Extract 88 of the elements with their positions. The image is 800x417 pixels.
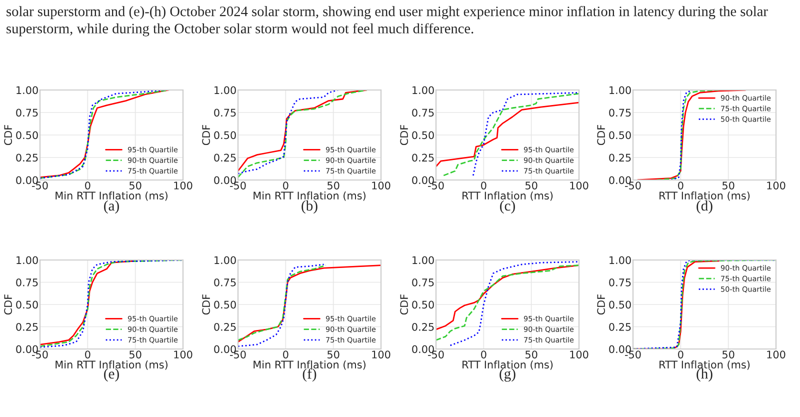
- x-tick-label: 100: [174, 350, 192, 358]
- y-tick-label: 1.00: [610, 86, 631, 94]
- line-series: [238, 264, 381, 343]
- x-axis-title: RTT Inflation (ms): [462, 191, 553, 201]
- line-series: [450, 261, 579, 346]
- y-tick-label: 0.75: [609, 108, 631, 117]
- text: (c): [500, 200, 515, 214]
- y-tick-label: 0.50: [412, 131, 434, 140]
- text: (f): [302, 368, 316, 382]
- y-axis-title: CDF: [597, 124, 606, 146]
- x-tick-label: 100: [174, 182, 192, 190]
- y-tick-label: 0.75: [214, 108, 236, 117]
- x-tick-label: 50: [526, 182, 538, 190]
- x-tick-label: 0: [678, 350, 684, 358]
- y-tick-label: 0.75: [16, 108, 38, 117]
- y-tick-label: 0.50: [214, 300, 236, 309]
- y-tick-label: 0.25: [609, 322, 631, 331]
- x-tick-label: 0: [283, 350, 288, 358]
- x-tick-label: 0: [481, 182, 486, 190]
- x-tick-label: 100: [570, 182, 588, 190]
- y-axis-title: CDF: [400, 124, 408, 146]
- x-tick-label: 100: [570, 350, 588, 358]
- y-tick-label: 1.00: [214, 256, 236, 264]
- text: (e): [104, 368, 119, 382]
- x-axis-title: Min RTT Inflation (ms): [56, 191, 168, 201]
- y-tick-label: 1.00: [610, 256, 631, 264]
- x-axis-title: RTT Inflation (ms): [660, 191, 750, 201]
- x-tick-label: 100: [372, 350, 390, 358]
- line-series: [436, 102, 579, 168]
- y-tick-label: 1.00: [412, 86, 434, 94]
- y-tick-label: 0.75: [214, 278, 236, 286]
- y-tick-label: 0.50: [214, 131, 236, 140]
- line-series: [472, 92, 579, 176]
- y-tick-label: 0.25: [412, 154, 434, 162]
- y-axis-title: CDF: [202, 124, 210, 146]
- text: (a): [104, 200, 119, 214]
- x-tick-label: 100: [767, 350, 786, 358]
- x-tick-label: 0: [85, 182, 90, 190]
- x-tick-label: 50: [328, 182, 340, 190]
- x-tick-label: 50: [130, 350, 142, 358]
- x-tick-label: 50: [722, 182, 734, 190]
- x-tick-label: 100: [372, 182, 390, 190]
- y-tick-label: 0.75: [412, 108, 434, 117]
- y-tick-label: 0.50: [609, 131, 631, 140]
- y-tick-label: 0.25: [16, 322, 38, 331]
- line-series: [442, 92, 579, 176]
- y-axis-title: CDF: [202, 294, 210, 315]
- y-tick-label: 0.75: [412, 278, 434, 286]
- x-tick-label: 0: [283, 182, 288, 190]
- x-tick-label: 100: [767, 182, 786, 190]
- x-axis-title: RTT Inflation (ms): [660, 360, 750, 370]
- line-series: [656, 90, 720, 180]
- x-tick-label: 50: [328, 350, 340, 358]
- x-tick-label: 50: [130, 182, 142, 190]
- y-tick-label: 0.25: [214, 154, 236, 162]
- y-tick-label: 1.00: [214, 86, 236, 94]
- text: (g): [500, 368, 516, 382]
- y-tick-label: 0.75: [16, 278, 38, 286]
- y-tick-label: 1.00: [16, 86, 38, 94]
- x-axis-title: Min RTT Inflation (ms): [254, 191, 366, 201]
- y-tick-label: 0.25: [412, 322, 434, 331]
- line-series: [670, 90, 693, 180]
- y-axis-title: CDF: [4, 124, 12, 146]
- x-tick-label: 0: [85, 350, 90, 358]
- y-tick-label: 0.75: [609, 278, 631, 286]
- y-tick-label: 0.50: [609, 300, 631, 309]
- y-tick-label: 0.50: [16, 131, 38, 140]
- y-tick-label: 0.50: [16, 300, 38, 309]
- text: (d): [696, 200, 712, 214]
- y-tick-label: 0.25: [16, 154, 38, 162]
- y-tick-label: 0.25: [609, 154, 631, 162]
- x-tick-label: 50: [722, 350, 734, 358]
- x-axis-title: Min RTT Inflation (ms): [254, 360, 366, 370]
- text: solar superstorm and (e)-(h) October 2024 solar storm, showing end user might experience minor inflation in latency during the solar superstorm, while during the October solar storm would not feel much difference.: [6, 6, 768, 36]
- text: (b): [302, 200, 318, 214]
- y-axis-title: CDF: [597, 294, 606, 315]
- y-tick-label: 1.00: [16, 256, 38, 264]
- x-tick-label: 0: [481, 350, 486, 358]
- x-axis-title: RTT Inflation (ms): [462, 360, 553, 370]
- x-tick-label: 0: [678, 182, 684, 190]
- x-tick-label: 50: [526, 350, 538, 358]
- y-tick-label: 1.00: [412, 256, 434, 264]
- y-axis-title: CDF: [4, 294, 12, 315]
- x-axis-title: Min RTT Inflation (ms): [56, 360, 168, 370]
- text: (h): [696, 368, 712, 382]
- y-axis-title: CDF: [400, 294, 408, 315]
- y-tick-label: 0.50: [412, 300, 434, 309]
- y-tick-label: 0.25: [214, 322, 236, 331]
